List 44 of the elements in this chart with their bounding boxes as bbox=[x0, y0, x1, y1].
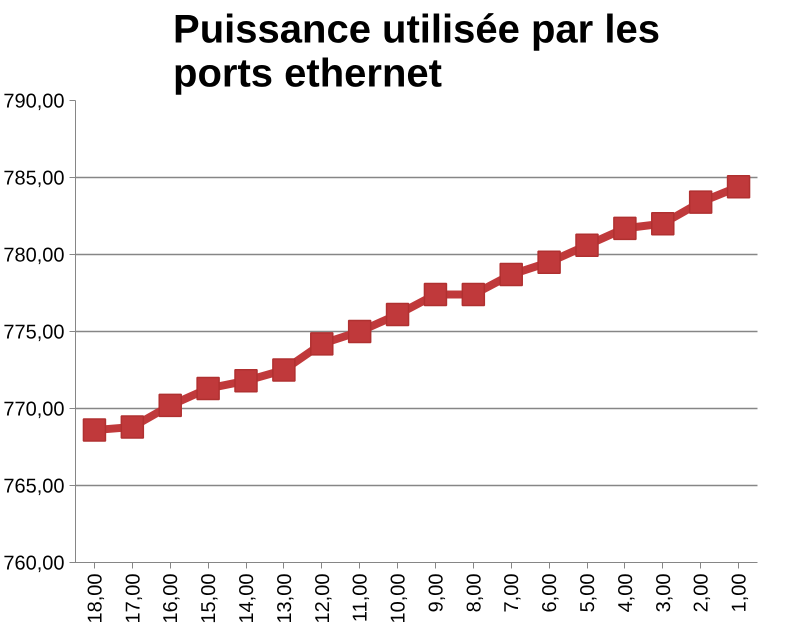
y-tick-label: 770,00 bbox=[3, 398, 64, 420]
x-tick-label: 8,00 bbox=[463, 573, 486, 612]
point bbox=[386, 302, 410, 326]
x-tick-label: 11,00 bbox=[350, 573, 372, 622]
y-tick-label: 790,00 bbox=[3, 90, 64, 112]
x-tick-label: 4,00 bbox=[614, 573, 637, 612]
y-tick-label: 765,00 bbox=[3, 476, 64, 498]
point bbox=[120, 415, 144, 439]
point bbox=[613, 216, 637, 240]
y-tick-label: 760,00 bbox=[3, 552, 64, 574]
point bbox=[310, 332, 334, 356]
point bbox=[272, 358, 296, 382]
x-tick-label: 15,00 bbox=[198, 573, 220, 624]
x-tick-label: 18,00 bbox=[84, 573, 106, 624]
point bbox=[348, 320, 372, 344]
chart-title: Puissance utilisée par les ports ethernet bbox=[173, 8, 660, 96]
x-tick-label: 17,00 bbox=[122, 573, 144, 624]
point bbox=[424, 282, 448, 306]
point bbox=[499, 262, 523, 286]
x-tick-label: 16,00 bbox=[160, 573, 182, 624]
point bbox=[726, 174, 750, 198]
x-tick-label: 7,00 bbox=[501, 573, 524, 612]
point bbox=[462, 282, 486, 306]
point bbox=[82, 418, 106, 442]
point bbox=[196, 376, 220, 400]
x-tick-label: 9,00 bbox=[425, 573, 448, 612]
point bbox=[234, 369, 258, 393]
y-tick-label: 775,00 bbox=[3, 322, 64, 344]
point bbox=[158, 394, 182, 418]
x-tick-label: 12,00 bbox=[312, 573, 334, 624]
x-tick-label: 5,00 bbox=[577, 573, 599, 612]
x-tick-label: 14,00 bbox=[236, 573, 258, 624]
x-tick-label: 10,00 bbox=[388, 573, 410, 624]
x-tick-label: 1,00 bbox=[728, 573, 751, 612]
y-tick-label: 780,00 bbox=[3, 244, 64, 266]
point bbox=[688, 190, 712, 214]
y-tick-label: 785,00 bbox=[3, 168, 64, 190]
x-tick-label: 2,00 bbox=[690, 573, 713, 612]
point bbox=[575, 234, 599, 258]
x-tick-label: 6,00 bbox=[539, 573, 562, 612]
point bbox=[537, 250, 561, 274]
point bbox=[651, 212, 675, 236]
x-tick-label: 3,00 bbox=[652, 573, 675, 612]
x-tick-label: 13,00 bbox=[274, 573, 296, 624]
